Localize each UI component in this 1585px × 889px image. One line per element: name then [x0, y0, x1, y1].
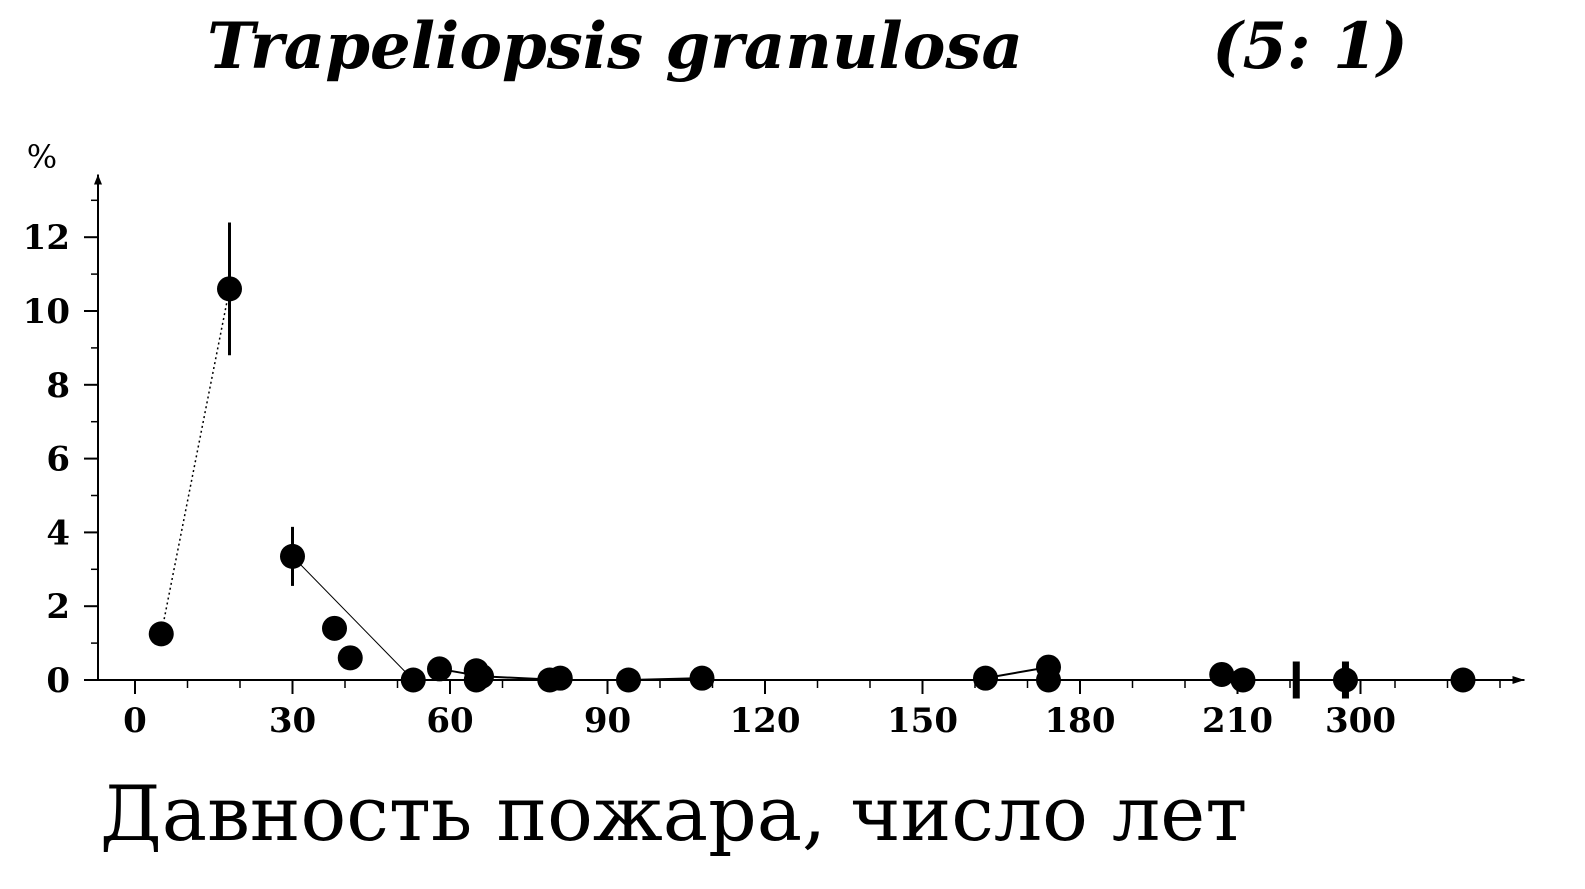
connector-line [292, 556, 414, 681]
y-tick-label: 10 [23, 292, 70, 332]
data-point [689, 665, 715, 691]
chart-subtitle: (5: 1) [1212, 9, 1408, 84]
data-point [547, 665, 573, 691]
y-tick-label: 2 [46, 587, 70, 627]
x-tick-label: 150 [887, 701, 958, 741]
connector-line [160, 288, 231, 635]
data-point [973, 665, 998, 691]
data-point [616, 667, 641, 693]
data-point [280, 543, 305, 569]
x-tick-label: 0 [123, 701, 147, 741]
x-tick-label: 60 [426, 701, 473, 741]
data-point [337, 645, 363, 671]
data-point [427, 656, 452, 682]
data-point [1450, 667, 1476, 693]
data-point [1036, 667, 1061, 693]
y-tick-label: 12 [23, 218, 70, 258]
y-tick-label: 8 [46, 366, 70, 406]
x-tick-label: 180 [1045, 701, 1116, 741]
x-tick-label: 30 [269, 701, 316, 741]
y-tick-label: 6 [46, 440, 70, 480]
y-axis-arrow [94, 174, 102, 185]
chart-title: Trapeliopsis granulosa [207, 9, 1023, 84]
y-tick-label: 4 [46, 513, 70, 553]
data-point [400, 667, 426, 693]
y-tick-label: 0 [46, 661, 70, 701]
x-tick-label: 120 [730, 701, 801, 741]
x-tick-label: 300 [1325, 701, 1396, 741]
x-axis-arrow [1512, 676, 1525, 684]
y-axis-label: % [27, 138, 57, 176]
x-tick-label: 210 [1202, 701, 1273, 741]
x-tick-label: 90 [584, 701, 631, 741]
data-point [1230, 667, 1256, 693]
data-point [463, 667, 489, 693]
data-point [148, 621, 174, 647]
data-point [217, 276, 242, 302]
x-axis-label: Давность пожара, число лет [100, 769, 1247, 858]
data-point [1209, 661, 1235, 687]
data-point [322, 615, 347, 641]
